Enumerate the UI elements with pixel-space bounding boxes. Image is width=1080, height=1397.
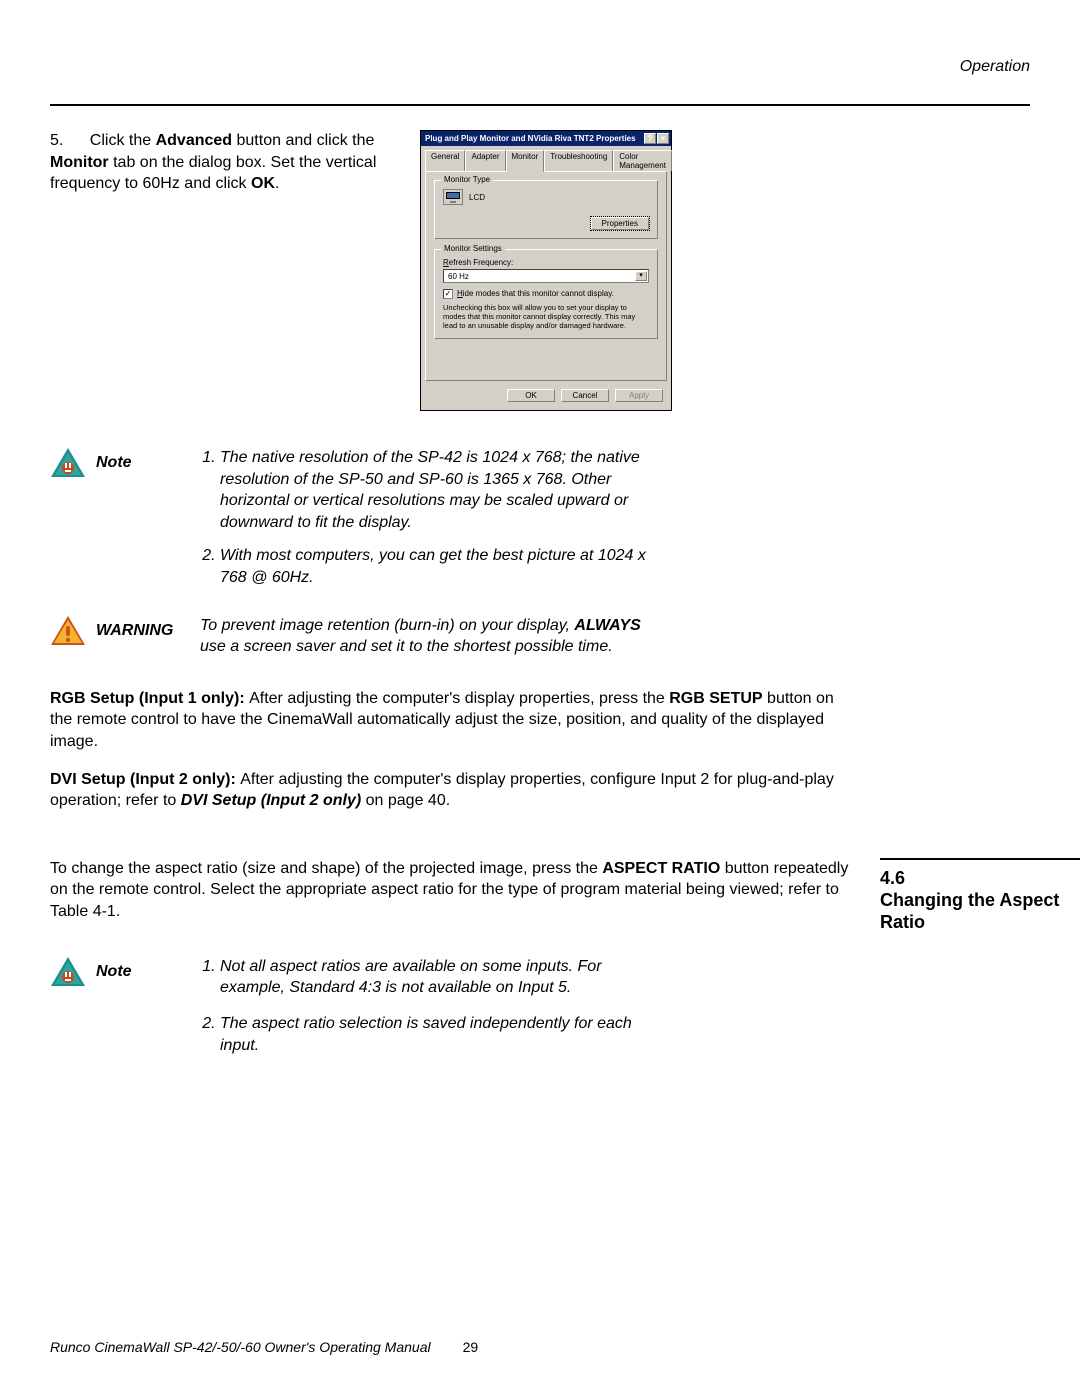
cancel-button[interactable]: Cancel	[561, 389, 609, 402]
section-title: Changing the Aspect Ratio	[880, 889, 1080, 934]
apply-button[interactable]: Apply	[615, 389, 663, 402]
note2-label: Note	[96, 963, 132, 981]
monitor-settings-group: Refresh Frequency: 60 Hz ▾ Hide modes th…	[434, 249, 658, 339]
section-heading: 4.6 Changing the Aspect Ratio	[880, 858, 1080, 934]
monitor-name: LCD	[469, 193, 485, 202]
tab-troubleshooting[interactable]: Troubleshooting	[544, 150, 613, 171]
tab-adapter[interactable]: Adapter	[465, 150, 505, 171]
note-label: Note	[96, 454, 132, 472]
ok-button[interactable]: OK	[507, 389, 555, 402]
note1-item2: With most computers, you can get the bes…	[220, 545, 660, 588]
tab-color-management[interactable]: Color Management	[613, 150, 672, 171]
rgb-setup-para: RGB Setup (Input 1 only): After adjustin…	[50, 688, 850, 753]
header-section-label: Operation	[50, 58, 1030, 76]
step-num: 5.	[50, 132, 63, 149]
properties-button[interactable]: Properties	[591, 217, 649, 230]
dialog-body: LCD Properties Refresh Frequency: 60 Hz …	[425, 171, 667, 381]
help-icon[interactable]: ?	[644, 133, 656, 144]
hide-modes-checkbox[interactable]	[443, 289, 453, 299]
tab-general[interactable]: General	[425, 150, 465, 171]
properties-dialog: Plug and Play Monitor and NVidia Riva TN…	[420, 130, 672, 411]
refresh-select[interactable]: 60 Hz ▾	[443, 269, 649, 283]
dvi-setup-para: DVI Setup (Input 2 only): After adjustin…	[50, 769, 850, 812]
monitor-type-group: LCD Properties	[434, 180, 658, 239]
refresh-label: Refresh Frequency:	[443, 258, 649, 267]
page-footer: Runco CinemaWall SP-42/-50/-60 Owner's O…	[50, 1339, 478, 1355]
warning-icon	[50, 615, 86, 647]
note-icon	[50, 447, 86, 479]
hide-modes-help: Unchecking this box will allow you to se…	[443, 303, 649, 330]
close-icon[interactable]: ×	[657, 133, 669, 144]
aspect-para: To change the aspect ratio (size and sha…	[50, 858, 850, 934]
monitor-icon	[443, 189, 463, 205]
chevron-down-icon[interactable]: ▾	[635, 271, 647, 281]
dialog-titlebar: Plug and Play Monitor and NVidia Riva TN…	[421, 131, 671, 146]
header-rule	[50, 104, 1030, 106]
note-block-1: Note The native resolution of the SP-42 …	[50, 447, 1030, 601]
dialog-title: Plug and Play Monitor and NVidia Riva TN…	[425, 134, 636, 143]
warning-text: To prevent image retention (burn-in) on …	[200, 615, 660, 658]
hide-modes-label: Hide modes that this monitor cannot disp…	[457, 289, 614, 298]
step-5: 5. Click the Advanced button and click t…	[50, 130, 400, 411]
note2-item1: Not all aspect ratios are available on s…	[220, 956, 670, 999]
note-block-2: Note Not all aspect ratios are available…	[50, 956, 1030, 1070]
note2-item2: The aspect ratio selection is saved inde…	[220, 1013, 670, 1056]
note-icon	[50, 956, 86, 988]
note1-item1: The native resolution of the SP-42 is 10…	[220, 447, 660, 533]
tab-row: General Adapter Monitor Troubleshooting …	[421, 146, 671, 171]
section-number: 4.6	[880, 868, 1080, 889]
tab-monitor[interactable]: Monitor	[506, 150, 545, 172]
warning-block: WARNING To prevent image retention (burn…	[50, 615, 1030, 658]
warning-label: WARNING	[96, 622, 173, 640]
dialog-footer: OK Cancel Apply	[421, 385, 671, 410]
